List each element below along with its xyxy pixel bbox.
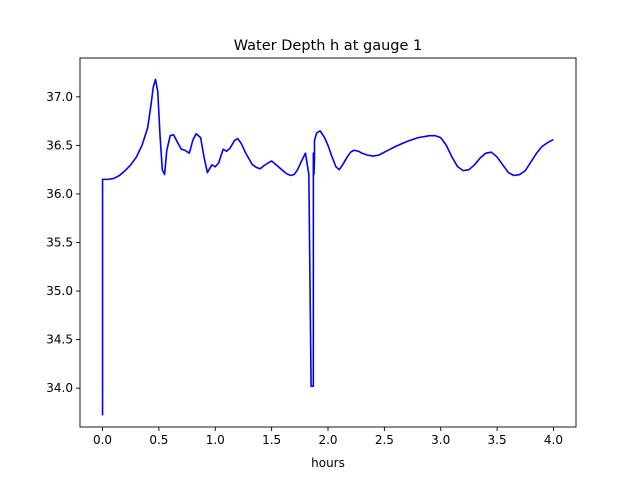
x-tick-label: 2.0 <box>318 433 337 447</box>
chart-title: Water Depth h at gauge 1 <box>234 38 422 54</box>
x-axis-label: hours <box>311 456 345 470</box>
x-tick-label: 0.5 <box>149 433 168 447</box>
y-tick-label: 36.0 <box>46 187 73 201</box>
x-tick-label: 0.0 <box>93 433 112 447</box>
y-tick-label: 36.5 <box>46 138 73 152</box>
y-tick-label: 35.0 <box>46 284 73 298</box>
y-tick-label: 35.5 <box>46 236 73 250</box>
series-line-0 <box>101 78 554 416</box>
y-tick-label: 37.0 <box>46 90 73 104</box>
x-tick-label: 4.0 <box>544 433 563 447</box>
x-tick-label: 3.0 <box>431 433 450 447</box>
y-axis: 34.0 34.5 35.0 35.5 36.0 36.5 37.0 <box>46 90 80 395</box>
x-axis: 0.0 0.5 1.0 1.5 2.0 2.5 3.0 3.5 4.0 <box>93 427 563 447</box>
x-tick-label: 1.5 <box>262 433 281 447</box>
y-tick-label: 34.0 <box>46 381 73 395</box>
x-tick-label: 3.5 <box>488 433 507 447</box>
y-tick-label: 34.5 <box>46 333 73 347</box>
x-tick-label: 1.0 <box>206 433 225 447</box>
x-tick-label: 2.5 <box>375 433 394 447</box>
